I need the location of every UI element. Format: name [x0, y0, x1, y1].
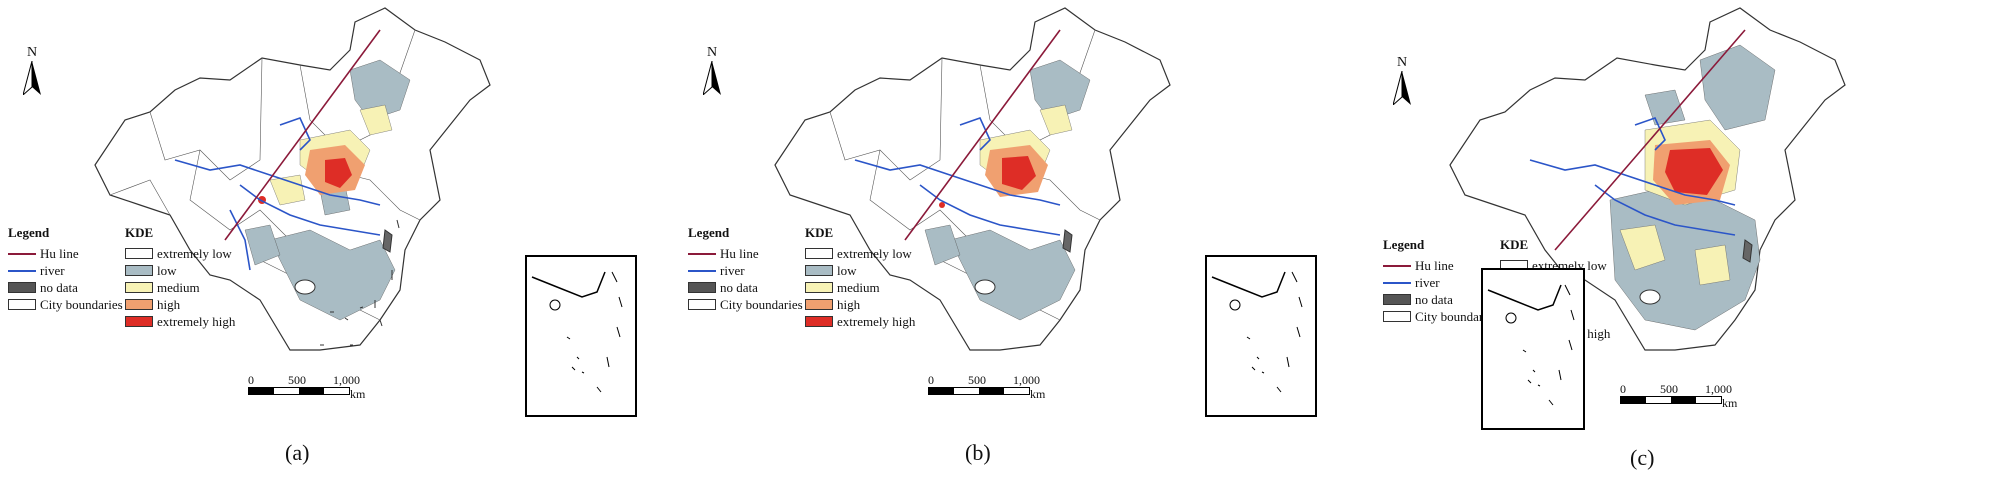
- north-arrow-icon: [22, 60, 41, 97]
- inset-map: [531, 271, 623, 393]
- panel-c: N Legend Hu line river no data City boun…: [1355, 0, 2000, 491]
- legend-item-hu-line: Hu line: [688, 245, 803, 262]
- kde-class-extremely-low: extremely low: [125, 245, 235, 262]
- north-arrow-icon: [1392, 70, 1411, 107]
- kde-class-extremely-high: extremely high: [805, 313, 915, 330]
- kde-extremely-high-regions: [939, 156, 1036, 208]
- north-label: N: [26, 45, 38, 60]
- hainan-island: [1639, 289, 1661, 305]
- hu-line: [224, 29, 381, 241]
- panel-caption: (a): [285, 440, 310, 465]
- kde-class-high: high: [125, 296, 235, 313]
- south-sea-islands: [320, 219, 400, 346]
- legend-title: Legend: [8, 225, 50, 240]
- taiwan: [1062, 229, 1073, 253]
- north-arrow: N: [20, 45, 44, 100]
- panel-caption: (b): [965, 440, 991, 465]
- legend-item-city-boundaries: City boundaries: [1383, 308, 1498, 325]
- legend-title: Legend: [1383, 237, 1425, 252]
- kde-class-medium: medium: [805, 279, 915, 296]
- hainan-island: [974, 279, 996, 295]
- hu-line: [904, 29, 1061, 241]
- taiwan: [1742, 239, 1753, 263]
- legend-item-no-data: no data: [688, 279, 803, 296]
- kde-class-low: low: [805, 262, 915, 279]
- legend-item-no-data: no data: [8, 279, 123, 296]
- south-china-sea-inset: [1481, 268, 1585, 430]
- map-legend: Legend Hu line river no data City bounda…: [1383, 237, 1498, 325]
- china-map-b: [774, 7, 1171, 351]
- kde-legend: KDE extremely low low medium high extrem…: [125, 225, 235, 330]
- legend-item-river: river: [1383, 274, 1498, 291]
- north-label: N: [1396, 55, 1408, 70]
- legend-title: Legend: [688, 225, 730, 240]
- kde-class-medium: medium: [125, 279, 235, 296]
- kde-extremely-high-regions: [258, 158, 352, 204]
- north-arrow: N: [1390, 55, 1414, 110]
- kde-class-high: high: [805, 296, 915, 313]
- kde-title: KDE: [125, 225, 154, 240]
- panel-b: N Legend Hu line river no data City boun…: [680, 0, 1347, 491]
- scale-bar: 0 500 1,000 km: [928, 373, 1046, 401]
- kde-title: KDE: [1500, 237, 1529, 252]
- kde-class-low: low: [125, 262, 235, 279]
- scale-bar: 0 500 1,000 km: [1620, 382, 1738, 410]
- kde-extremely-high-regions: [1665, 148, 1723, 195]
- panel-a: N Legend Hu line river no data City boun…: [0, 0, 667, 491]
- legend-item-city-boundaries: City boundaries: [688, 296, 803, 313]
- inset-map: [1211, 271, 1303, 393]
- scale-bar: 0 500 1,000 km: [248, 373, 366, 401]
- legend-item-no-data: no data: [1383, 291, 1498, 308]
- panel-caption: (c): [1630, 445, 1655, 470]
- south-china-sea-inset: [1205, 255, 1317, 417]
- taiwan: [382, 229, 393, 253]
- hu-line: [1554, 29, 1746, 251]
- china-map-c: [1449, 7, 1846, 351]
- inset-map: [1487, 284, 1575, 406]
- legend-item-river: river: [688, 262, 803, 279]
- kde-title: KDE: [805, 225, 834, 240]
- kde-legend: KDE extremely low low medium high extrem…: [805, 225, 915, 330]
- map-legend: Legend Hu line river no data City bounda…: [8, 225, 123, 313]
- north-label: N: [706, 45, 718, 60]
- legend-item-hu-line: Hu line: [1383, 257, 1498, 274]
- north-arrow: N: [700, 45, 724, 100]
- legend-item-city-boundaries: City boundaries: [8, 296, 123, 313]
- kde-class-extremely-low: extremely low: [805, 245, 915, 262]
- legend-item-hu-line: Hu line: [8, 245, 123, 262]
- kde-low-regions: [924, 59, 1091, 321]
- north-arrow-icon: [702, 60, 721, 97]
- kde-low-regions: [244, 59, 411, 321]
- map-legend: Legend Hu line river no data City bounda…: [688, 225, 803, 313]
- legend-item-river: river: [8, 262, 123, 279]
- south-china-sea-inset: [525, 255, 637, 417]
- china-map-a: [94, 7, 491, 351]
- hainan-island: [294, 279, 316, 295]
- kde-class-extremely-high: extremely high: [125, 313, 235, 330]
